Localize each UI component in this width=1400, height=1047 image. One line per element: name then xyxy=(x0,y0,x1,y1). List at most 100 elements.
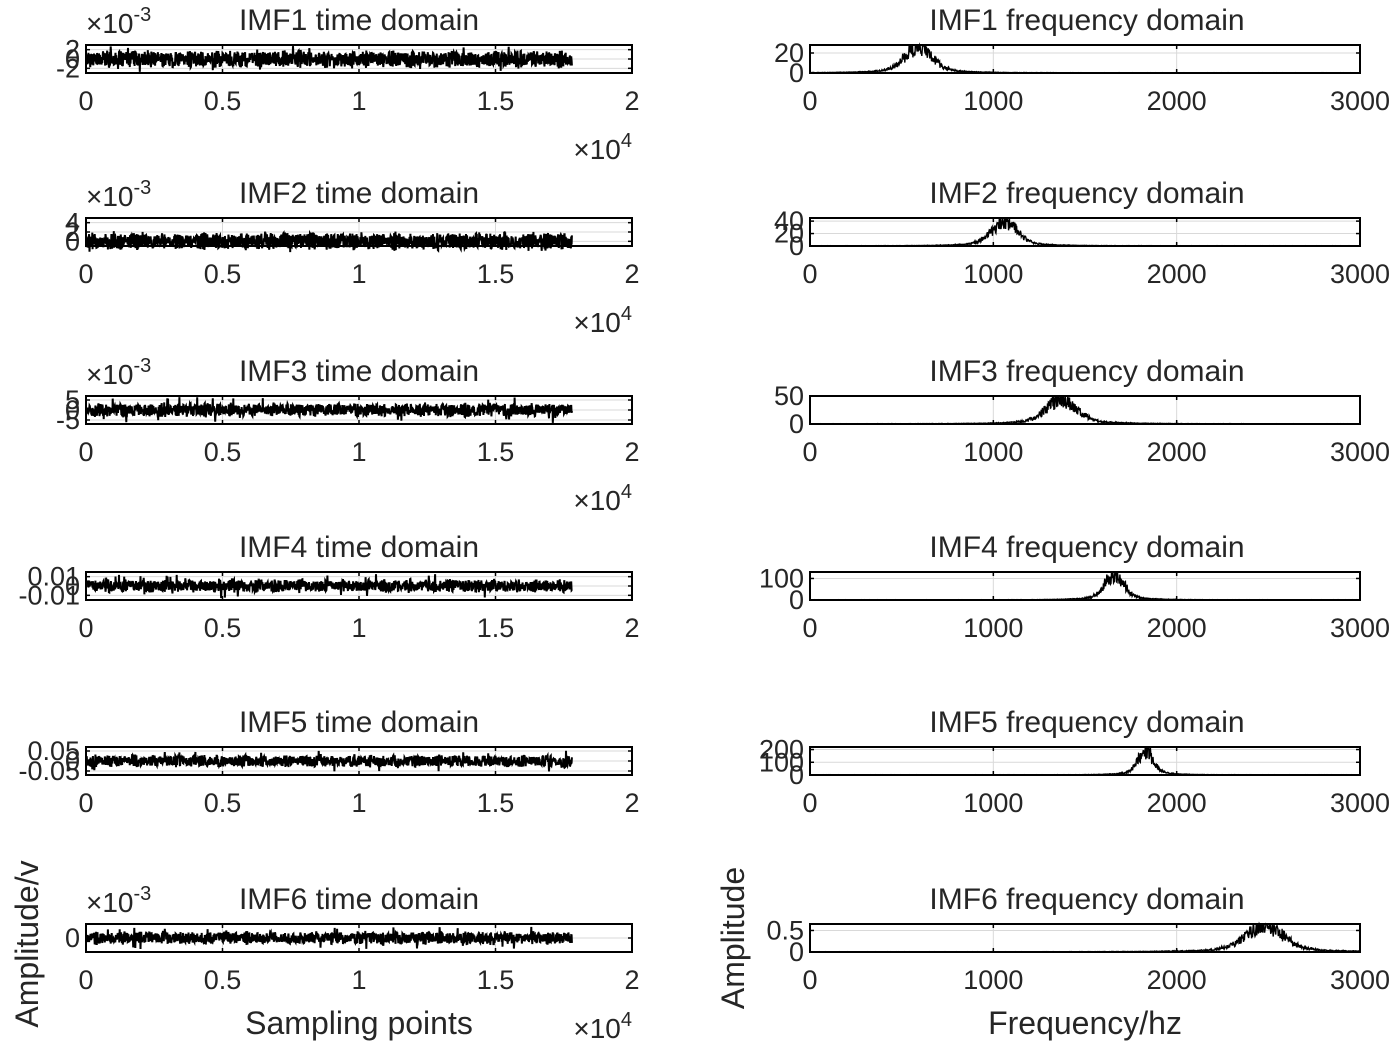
x-tick-label: 0 xyxy=(802,259,817,289)
subplot-title: IMF5 frequency domain xyxy=(929,706,1244,739)
x-exponent-label: ×104 xyxy=(573,1009,632,1044)
x-tick-label: 2000 xyxy=(1147,788,1207,818)
x-tick-label: 2 xyxy=(624,86,639,116)
y-tick-label: 200 xyxy=(759,735,804,765)
x-tick-label: 0 xyxy=(78,613,93,643)
x-tick-label: 1 xyxy=(351,965,366,995)
subplot-title: IMF3 time domain xyxy=(239,355,479,388)
x-tick-label: 0 xyxy=(802,965,817,995)
x-tick-label: 1.5 xyxy=(477,259,515,289)
x-exponent-label: ×104 xyxy=(573,481,632,516)
subplot-title: IMF4 frequency domain xyxy=(929,531,1244,564)
spectrum-trace xyxy=(809,746,1360,776)
y-tick-label: -0.05 xyxy=(18,756,80,786)
x-tick-label: 3000 xyxy=(1330,788,1390,818)
left-ylabel: Amplitude/v xyxy=(9,860,45,1027)
x-tick-label: 2000 xyxy=(1147,259,1207,289)
signal-trace xyxy=(85,574,573,599)
x-tick-label: 3000 xyxy=(1330,613,1390,643)
y-exponent-label: ×10-3 xyxy=(86,4,151,39)
x-exponent-label: ×104 xyxy=(573,303,632,338)
x-tick-label: 2 xyxy=(624,788,639,818)
y-tick-label: 0 xyxy=(789,760,804,790)
axes-box xyxy=(809,746,1361,776)
signal-trace xyxy=(85,926,573,950)
y-tick-label: 0 xyxy=(65,395,80,425)
x-tick-label: 0 xyxy=(802,613,817,643)
left-xlabel: Sampling points xyxy=(245,1005,473,1041)
y-tick-label: 20 xyxy=(774,38,804,68)
spectrum-trace xyxy=(809,921,1361,953)
y-tick-label: 0 xyxy=(789,409,804,439)
subplot-title: IMF6 time domain xyxy=(239,883,479,916)
y-tick-label: 100 xyxy=(759,563,804,593)
y-tick-label: 4 xyxy=(65,208,80,238)
x-tick-label: 0.5 xyxy=(204,259,242,289)
x-tick-label: 3000 xyxy=(1330,965,1390,995)
x-tick-label: 2 xyxy=(624,965,639,995)
y-tick-label: 50 xyxy=(774,381,804,411)
x-tick-label: 1 xyxy=(351,259,366,289)
y-tick-label: 5 xyxy=(65,385,80,415)
subplot-title: IMF2 frequency domain xyxy=(929,177,1244,210)
x-tick-label: 1.5 xyxy=(477,613,515,643)
x-exponent-label: ×104 xyxy=(573,130,632,165)
y-exponent-label: ×10-3 xyxy=(86,177,151,212)
x-tick-label: 0 xyxy=(78,259,93,289)
x-tick-label: 0 xyxy=(78,437,93,467)
right-ylabel: Amplitude xyxy=(715,867,751,1009)
x-tick-label: 1000 xyxy=(963,259,1023,289)
x-tick-label: 1000 xyxy=(963,86,1023,116)
axes-box xyxy=(809,44,1361,74)
y-tick-label: 100 xyxy=(759,747,804,777)
x-tick-label: 1 xyxy=(351,437,366,467)
y-tick-label: 0 xyxy=(789,937,804,967)
x-tick-label: 0.5 xyxy=(204,437,242,467)
subplot-title: IMF4 time domain xyxy=(239,531,479,564)
x-tick-label: 3000 xyxy=(1330,437,1390,467)
x-tick-label: 1000 xyxy=(963,965,1023,995)
x-tick-label: 1.5 xyxy=(477,965,515,995)
right-xlabel: Frequency/hz xyxy=(988,1005,1182,1041)
subplot-11: 0 0.5 1 1.5 2 0 IMF6 time domain ×10-3 ×104 xyxy=(65,883,640,1044)
y-exponent-label: ×10-3 xyxy=(86,883,151,918)
x-tick-label: 1.5 xyxy=(477,86,515,116)
x-tick-label: 0.5 xyxy=(204,788,242,818)
y-tick-label: 0 xyxy=(65,226,80,256)
subplot-title: IMF6 frequency domain xyxy=(929,883,1244,916)
signal-trace xyxy=(85,46,573,72)
y-tick-label: -0.01 xyxy=(18,580,80,610)
subplot-title: IMF1 time domain xyxy=(239,4,479,37)
x-tick-label: 1 xyxy=(351,86,366,116)
x-tick-label: 0.5 xyxy=(204,965,242,995)
x-tick-label: 2 xyxy=(624,259,639,289)
x-tick-label: 1.5 xyxy=(477,437,515,467)
x-tick-label: 0 xyxy=(802,86,817,116)
x-tick-label: 2 xyxy=(624,613,639,643)
axes-box xyxy=(809,217,1361,247)
y-tick-label: 0 xyxy=(65,44,80,74)
x-tick-label: 1000 xyxy=(963,788,1023,818)
x-tick-label: 0 xyxy=(802,788,817,818)
y-tick-label: 2 xyxy=(65,217,80,247)
signal-trace xyxy=(85,750,573,772)
axes-box xyxy=(809,923,1361,953)
spectrum-trace xyxy=(809,217,1360,247)
spectrum-trace xyxy=(809,571,1361,601)
x-tick-label: 2000 xyxy=(1147,613,1207,643)
y-tick-label: 0.01 xyxy=(27,562,80,592)
y-tick-label: 40 xyxy=(774,206,804,236)
x-tick-label: 2000 xyxy=(1147,86,1207,116)
y-tick-label: 20 xyxy=(774,219,804,249)
x-tick-label: 1.5 xyxy=(477,788,515,818)
y-tick-label: 0 xyxy=(789,585,804,615)
